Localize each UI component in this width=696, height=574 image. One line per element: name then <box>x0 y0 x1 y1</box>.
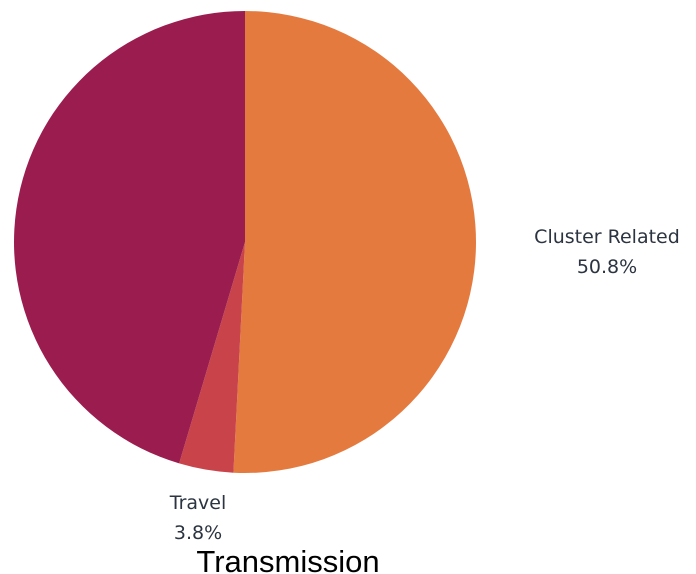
pie-slices <box>14 11 477 474</box>
pie-slice-travel <box>179 242 245 473</box>
slice-value-label: 50.8% <box>577 256 637 278</box>
slice-name-label: Travel <box>169 492 226 514</box>
slice-name-label: Cluster Related <box>534 226 680 248</box>
pie-slice-unlabeled <box>14 11 245 464</box>
pie-slice-cluster-related <box>233 11 477 474</box>
chart-title: Transmission <box>196 544 379 574</box>
slice-labels: Cluster Related 50.8% Travel 3.8% <box>169 226 680 544</box>
slice-value-label: 3.8% <box>174 522 222 544</box>
